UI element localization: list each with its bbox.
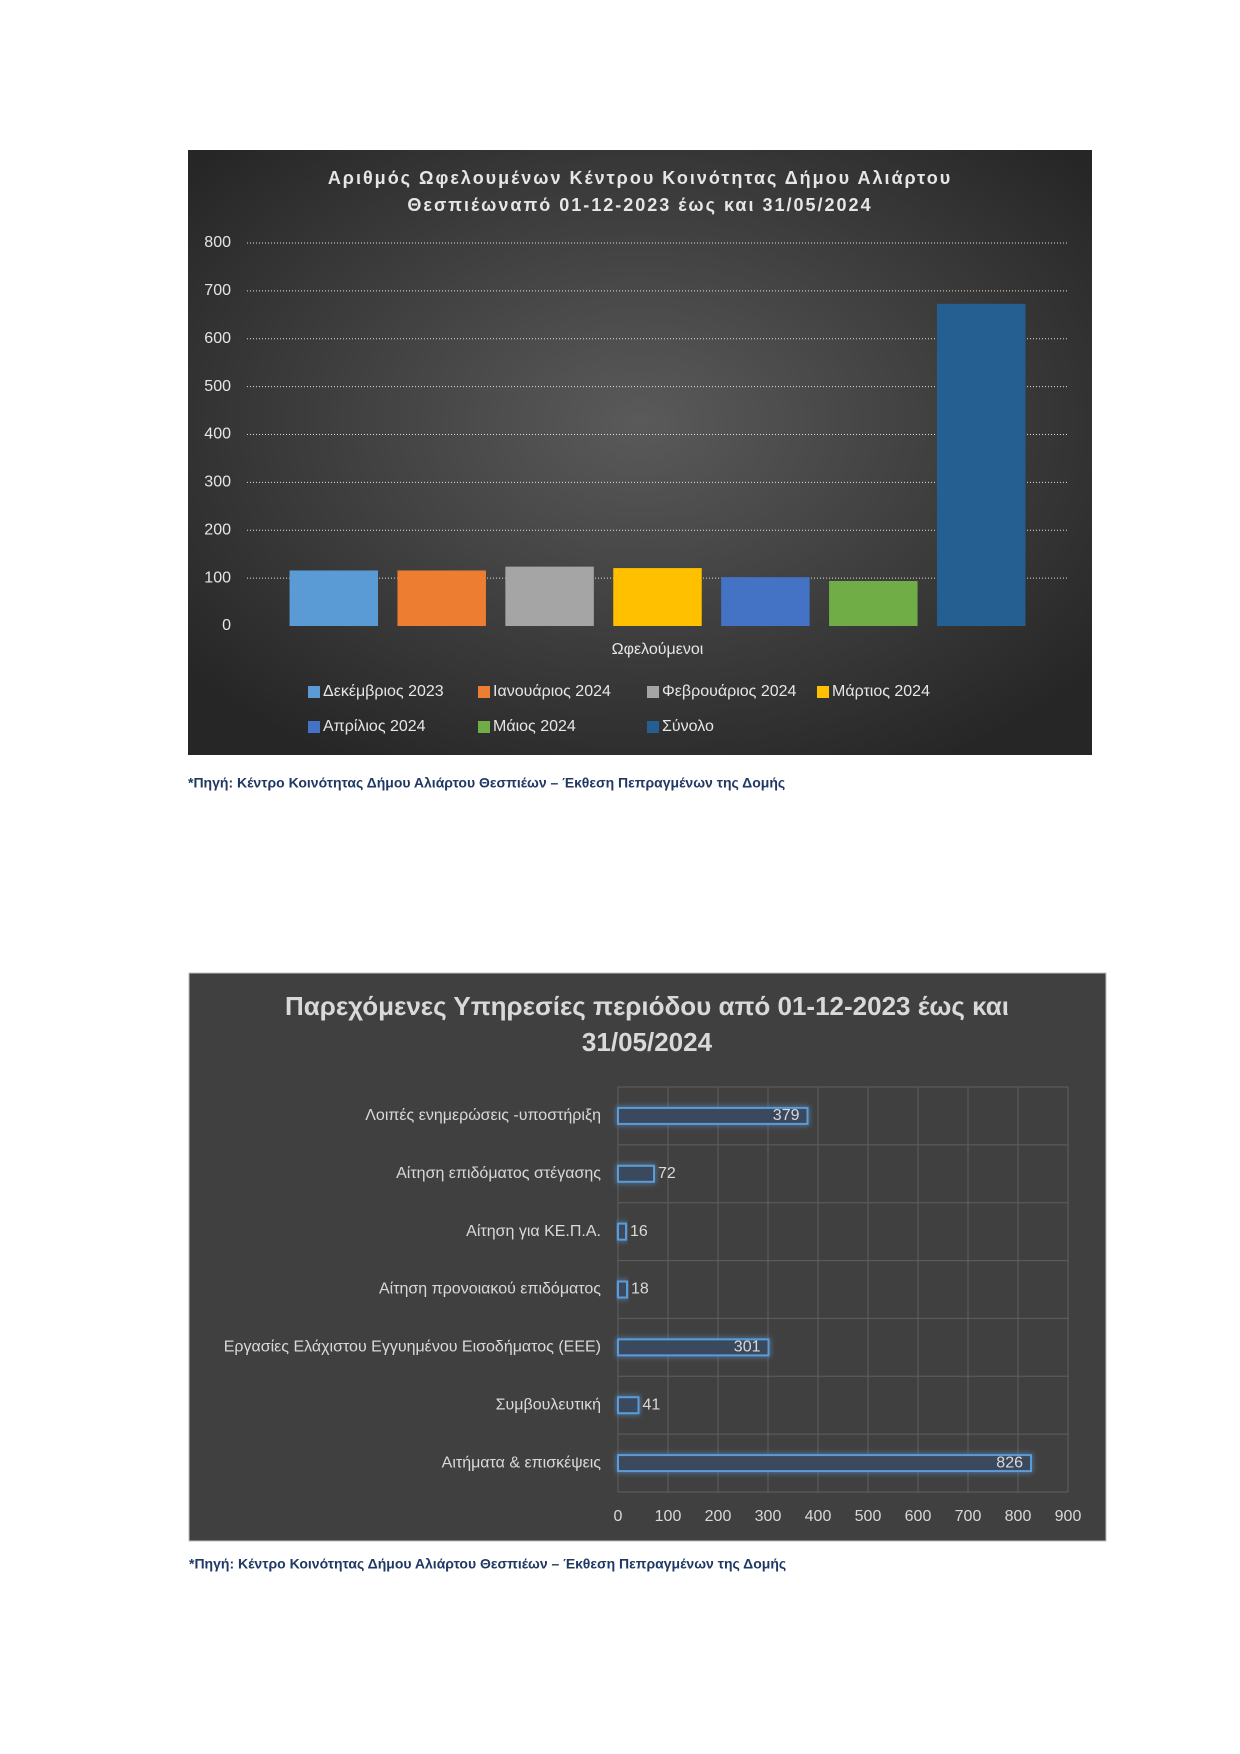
y-tick-label: Αίτηση για ΚΕ.Π.Α.	[466, 1223, 601, 1240]
legend-swatch	[817, 686, 829, 698]
y-tick-label: 300	[204, 474, 231, 491]
x-tick-label: 400	[805, 1508, 832, 1525]
chart-title: Παρεχόμενες Υπηρεσίες περιόδου από 01-12…	[285, 991, 1009, 1021]
legend-label: Φεβρουάριος 2024	[662, 683, 797, 700]
x-tick-label: 0	[614, 1508, 623, 1525]
bar	[397, 570, 486, 626]
value-label: 379	[773, 1107, 800, 1124]
value-label: 301	[734, 1339, 761, 1356]
bar	[617, 1454, 1032, 1473]
y-tick-label: 200	[204, 521, 231, 538]
y-tick-label: Συμβουλευτική	[496, 1396, 601, 1413]
legend-label: Ιανουάριος 2024	[493, 683, 611, 700]
bar	[617, 1164, 655, 1183]
y-tick-label: Αίτηση προνοιακού επιδόματος	[379, 1281, 601, 1298]
y-tick-label: 500	[204, 378, 231, 395]
bar	[617, 1396, 640, 1415]
x-tick-label: 800	[1005, 1508, 1032, 1525]
source-note: *Πηγή: Κέντρο Κοινότητας Δήμου Αλιάρτου …	[188, 775, 785, 791]
chart-background	[188, 972, 1107, 1542]
x-tick-label: 200	[705, 1508, 732, 1525]
legend-swatch	[478, 686, 490, 698]
y-tick-label: Λοιπές ενημερώσεις -υποστήριξη	[365, 1107, 601, 1124]
bar	[289, 570, 379, 626]
value-label: 826	[996, 1454, 1023, 1471]
y-tick-label: 100	[204, 569, 231, 586]
source-note: *Πηγή: Κέντρο Κοινότητας Δήμου Αλιάρτου …	[189, 1556, 786, 1572]
legend-label: Μάιος 2024	[493, 718, 576, 735]
value-label: 41	[643, 1396, 661, 1413]
legend-swatch	[647, 721, 659, 733]
x-tick-label: 300	[755, 1508, 782, 1525]
bar	[721, 577, 810, 626]
x-tick-label: 500	[855, 1508, 882, 1525]
legend-swatch	[478, 721, 490, 733]
bar	[617, 1222, 627, 1241]
legend-swatch	[647, 686, 659, 698]
bar	[613, 568, 702, 626]
y-tick-label: Εργασίες Ελάχιστου Εγγυημένου Εισοδήματο…	[224, 1339, 601, 1356]
y-tick-label: 700	[204, 282, 231, 299]
y-tick-label: 0	[222, 617, 231, 634]
legend-label: Απρίλιος 2024	[323, 718, 426, 735]
x-tick-label: 600	[905, 1508, 932, 1525]
bar	[617, 1106, 809, 1125]
x-tick-label: 700	[955, 1508, 982, 1525]
x-tick-label: 100	[655, 1508, 682, 1525]
y-tick-label: 600	[204, 330, 231, 347]
bar	[617, 1280, 628, 1299]
chart-title: 31/05/2024	[582, 1027, 713, 1057]
bar	[617, 1338, 770, 1357]
bar	[936, 303, 1026, 626]
legend-label: Δεκέμβριος 2023	[323, 683, 444, 700]
value-label: 18	[631, 1281, 649, 1298]
bar	[829, 580, 918, 626]
x-axis-label: Ωφελούμενοι	[612, 641, 704, 658]
legend-swatch	[308, 686, 320, 698]
y-tick-label: Αίτηση επιδόματος στέγασης	[396, 1165, 601, 1182]
y-tick-label: 800	[204, 234, 231, 251]
value-label: 72	[658, 1165, 676, 1182]
y-tick-label: 400	[204, 426, 231, 443]
legend-label: Μάρτιος 2024	[832, 683, 930, 700]
legend-swatch	[308, 721, 320, 733]
y-tick-label: Αιτήματα & επισκέψεις	[442, 1454, 602, 1471]
chart-title: Θεσπιέωναπό 01-12-2023 έως και 31/05/202…	[407, 195, 872, 215]
chart-title: Αριθμός Ωφελουμένων Κέντρου Κοινότητας Δ…	[328, 168, 952, 188]
bar	[505, 566, 594, 626]
x-tick-label: 900	[1055, 1508, 1082, 1525]
legend-label: Σύνολο	[662, 718, 714, 735]
value-label: 16	[630, 1223, 648, 1240]
